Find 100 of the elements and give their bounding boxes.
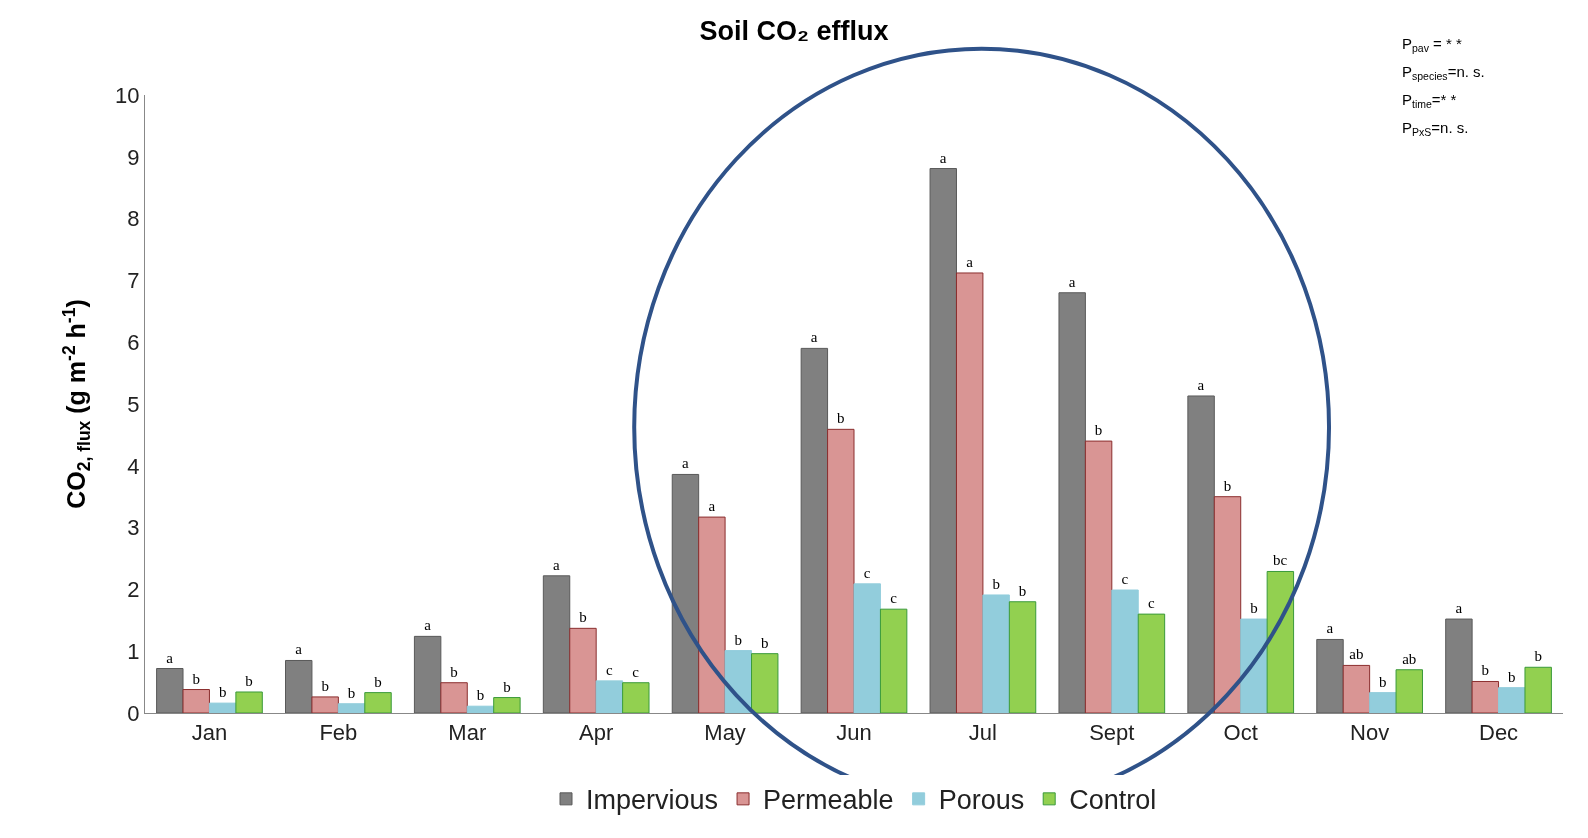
x-tick-label: Apr xyxy=(579,720,614,746)
data-label: a xyxy=(166,649,174,666)
x-tick-label: May xyxy=(704,720,746,746)
x-tick-label: Jun xyxy=(836,720,872,746)
data-label: b xyxy=(245,672,253,689)
data-label: c xyxy=(1147,595,1155,612)
data-label: a xyxy=(424,617,432,634)
bar xyxy=(208,702,237,713)
chart-title: Soil CO₂ efflux xyxy=(699,15,889,46)
bar xyxy=(724,650,753,713)
data-label: ab xyxy=(1349,646,1364,663)
data-label: a xyxy=(295,641,303,658)
y-tick-label: 9 xyxy=(127,144,140,170)
bar xyxy=(493,697,521,713)
data-label: b xyxy=(450,663,458,680)
data-label: b xyxy=(837,410,845,427)
x-tick-label: Oct xyxy=(1223,720,1258,746)
data-label: b xyxy=(1094,422,1103,439)
bar xyxy=(1213,496,1242,713)
bar xyxy=(751,653,779,713)
data-label: b xyxy=(760,634,769,651)
bar xyxy=(440,682,468,713)
legend-label: Permeable xyxy=(763,785,894,816)
x-tick-label: Mar xyxy=(448,720,487,746)
data-label: b xyxy=(374,673,382,690)
data-label: b xyxy=(1534,648,1542,665)
bar xyxy=(311,696,339,713)
x-tick-label: Feb xyxy=(319,720,358,746)
bar xyxy=(1498,687,1526,713)
text: P$_{pav}$ = * * xyxy=(1402,35,1463,55)
bar xyxy=(1471,680,1500,713)
data-label: b xyxy=(476,687,485,704)
data-label: bc xyxy=(1273,552,1288,569)
bar xyxy=(1524,666,1552,713)
bar xyxy=(622,682,650,713)
y-tick-label: 6 xyxy=(127,329,140,355)
data-label: c xyxy=(863,564,871,581)
bar xyxy=(1342,664,1371,713)
data-label: b xyxy=(992,575,1000,592)
data-label: ab xyxy=(1402,650,1417,667)
annotation: P$_{time}$=* * xyxy=(1402,91,1457,111)
bar xyxy=(1240,618,1268,713)
data-label: a xyxy=(681,455,689,472)
data-label: a xyxy=(708,498,716,515)
data-label: a xyxy=(939,149,947,166)
bar xyxy=(569,627,597,713)
data-label: c xyxy=(1121,571,1129,588)
data-label: c xyxy=(890,590,898,607)
bar xyxy=(1008,601,1037,713)
x-tick-label: Jan xyxy=(191,720,228,746)
data-label: b xyxy=(734,631,743,648)
bar xyxy=(827,428,855,713)
y-tick-label: 2 xyxy=(127,577,140,603)
y-tick-label: 4 xyxy=(127,453,140,479)
data-label: b xyxy=(1481,662,1490,679)
bar xyxy=(1369,692,1397,713)
data-label: b xyxy=(1508,668,1516,685)
y-tick-label: 0 xyxy=(127,700,140,726)
data-label: a xyxy=(1068,273,1076,290)
data-label: b xyxy=(321,677,329,694)
data-label: b xyxy=(218,684,227,701)
bar xyxy=(466,705,495,713)
data-label: b xyxy=(1018,582,1027,599)
annotation: P$_{PxS}$=n. s. xyxy=(1402,119,1469,139)
bar xyxy=(982,594,1010,713)
bar xyxy=(1084,440,1113,713)
data-label: a xyxy=(1326,620,1334,637)
bar xyxy=(698,516,726,713)
data-label: c xyxy=(632,663,640,680)
y-tick-label: 8 xyxy=(127,206,140,232)
bar xyxy=(182,689,210,713)
data-label: a xyxy=(1197,376,1205,393)
data-label: b xyxy=(1223,477,1232,494)
y-tick-label: 7 xyxy=(127,268,140,294)
legend-label: Porous xyxy=(938,785,1025,816)
data-label: c xyxy=(605,661,613,678)
bar xyxy=(879,608,908,713)
bar xyxy=(1137,613,1166,713)
bar xyxy=(337,703,366,713)
x-tick-label: Dec xyxy=(1478,720,1519,746)
text: P$_{species}$=n. s. xyxy=(1402,63,1485,83)
data-label: b xyxy=(579,609,587,626)
bar xyxy=(1395,669,1423,713)
data-label: a xyxy=(553,556,561,573)
y-tick-label: 10 xyxy=(115,82,140,108)
data-label: a xyxy=(1455,600,1463,617)
data-label: a xyxy=(966,253,974,270)
legend-label: Impervious xyxy=(586,785,719,816)
y-tick-label: 1 xyxy=(127,638,140,664)
y-tick-label: 3 xyxy=(127,515,140,541)
data-label: b xyxy=(1250,600,1258,617)
x-tick-label: Sept xyxy=(1089,720,1135,746)
bar xyxy=(1266,570,1295,713)
bar xyxy=(955,272,984,713)
bar xyxy=(595,680,624,713)
data-label: a xyxy=(810,329,818,346)
legend-label: Control xyxy=(1069,785,1157,816)
x-tick-label: Jul xyxy=(968,720,997,746)
data-label: b xyxy=(503,678,511,695)
bar xyxy=(1111,589,1139,713)
